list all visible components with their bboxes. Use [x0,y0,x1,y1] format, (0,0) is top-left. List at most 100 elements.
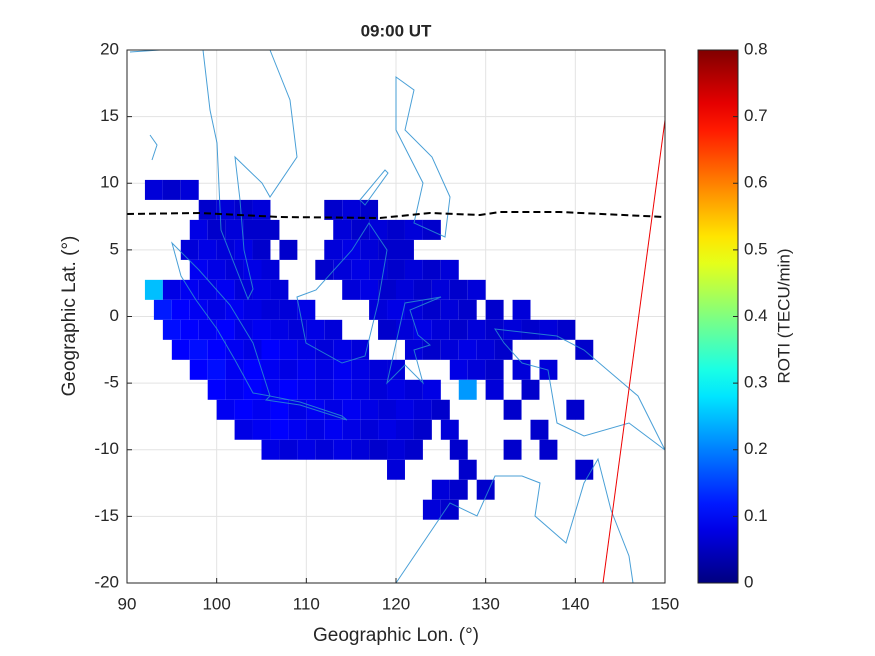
roti-cell [378,419,396,440]
roti-cell [189,359,208,380]
y-tick-label: -5 [104,373,119,392]
roti-cell [351,439,370,460]
roti-cell [521,319,540,340]
roti-cell [261,299,280,320]
roti-cell [279,339,298,360]
roti-cell [162,319,181,340]
roti-cell [297,379,316,400]
roti-cell [198,279,217,300]
roti-cell [324,399,343,420]
roti-cell [261,339,280,360]
roti-cell [422,379,441,400]
x-tick-label: 130 [471,594,499,613]
roti-cell [387,459,405,480]
roti-cell [207,219,226,240]
roti-cell [324,199,343,220]
roti-cell [252,399,271,420]
roti-cell [413,279,432,300]
roti-cell [396,239,414,260]
roti-cell [234,279,253,300]
roti-cell [207,339,226,360]
roti-cell [351,259,370,280]
roti-cell [324,319,343,340]
roti-cell [198,199,217,220]
roti-cell [521,379,540,400]
roti-cell [449,319,468,340]
roti-cell [180,179,199,200]
roti-cell [422,339,441,360]
y-axis-label: Geographic Lat. (°) [59,236,80,397]
roti-cell [458,459,477,480]
y-tick-label: -10 [94,439,119,458]
roti-cell [458,339,477,360]
roti-cell [503,319,522,340]
roti-cell [458,379,477,400]
roti-cell [261,259,280,280]
roti-cell [333,379,352,400]
roti-cell [431,399,450,420]
roti-cell [431,279,450,300]
colorbar-tick-label: 0.4 [744,306,768,325]
colorbar-tick-label: 0.5 [744,239,768,258]
roti-cell [306,419,325,440]
roti-cell [387,439,405,460]
roti-cell [351,359,370,380]
roti-cell [234,399,253,420]
roti-cell [333,259,352,280]
roti-cell [189,339,208,360]
roti-cell [566,399,585,420]
roti-cell [315,359,334,380]
roti-cell [234,199,253,220]
roti-cell [171,299,190,320]
roti-cell [279,359,298,380]
y-tick-label: 10 [100,173,119,192]
roti-cell [243,359,262,380]
roti-cell [396,279,414,300]
roti-cell [485,379,504,400]
roti-cell [387,259,405,280]
roti-cell [351,219,370,240]
roti-cell [243,259,262,280]
roti-cell [279,239,298,260]
roti-cell [216,279,235,300]
roti-cell [270,279,289,300]
x-tick-label: 150 [651,594,679,613]
roti-cell [360,399,379,420]
chart-title: 09:00 UT [361,21,432,40]
roti-cell [467,359,486,380]
roti-cell [342,199,361,220]
coastlines [129,49,666,584]
roti-cell [422,299,441,320]
roti-cell [324,419,343,440]
roti-cell [342,419,361,440]
roti-cell [431,479,450,500]
roti-cell [369,379,388,400]
roti-cell [342,399,361,420]
roti-cell [297,439,316,460]
colorbar-tick-label: 0 [744,572,753,591]
roti-cell [198,319,217,340]
roti-cell [485,299,504,320]
x-tick-label: 110 [293,594,320,613]
roti-cell [404,379,423,400]
roti-cell [261,439,280,460]
colorbar-label: ROTI (TECU/min) [774,248,793,383]
roti-cell [369,219,388,240]
roti-cell [539,319,558,340]
roti-cell [315,379,334,400]
roti-cell [297,299,316,320]
roti-cell [270,319,289,340]
y-tick-label: 0 [110,306,119,325]
roti-cell [189,219,208,240]
roti-cell [378,279,396,300]
roti-cell [234,419,253,440]
roti-cell [243,219,262,240]
roti-cell [189,299,208,320]
roti-cell [467,279,486,300]
roti-cell [225,259,244,280]
roti-cell [279,299,298,320]
x-tick-label: 90 [118,594,137,613]
roti-cell [396,399,414,420]
colorbar-tick-label: 0.2 [744,439,768,458]
y-tick-label: 15 [100,106,119,125]
